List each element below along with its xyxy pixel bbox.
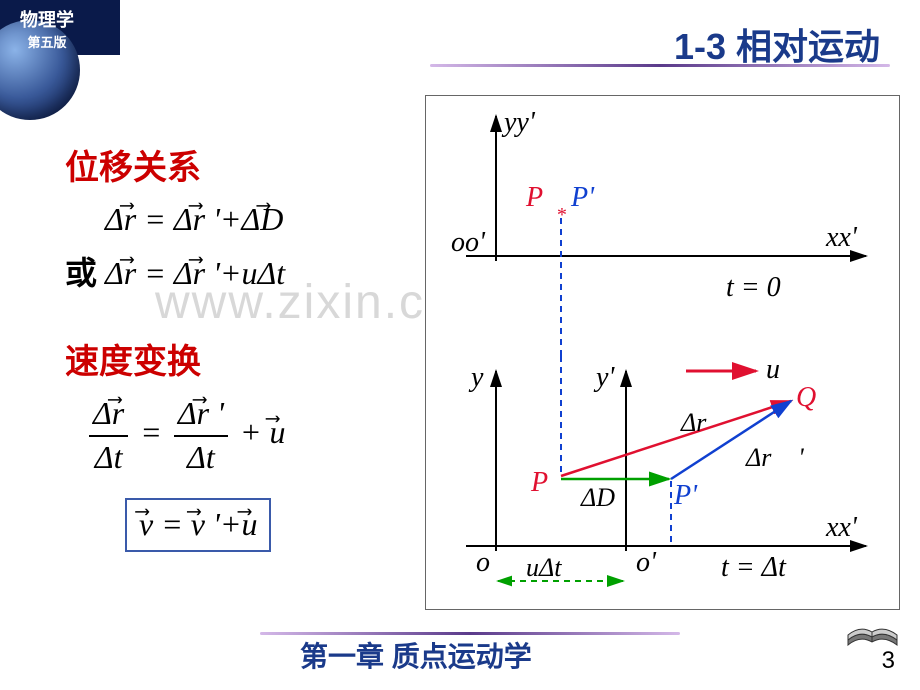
equation-4-boxed: v = v '+u	[125, 498, 271, 552]
bot-P: P	[530, 467, 548, 498]
drprime-label: Δr⃗ '	[745, 443, 804, 472]
t0-label: t = 0	[726, 272, 781, 303]
dr-label: Δr⃗	[680, 408, 727, 437]
top-frame: yy' xx' oo' * P P' t = 0	[451, 107, 866, 356]
bot-Q: Q	[796, 382, 816, 413]
velocity-title: 速度变换	[65, 334, 415, 383]
corner-text: 物理学 第五版	[20, 6, 74, 51]
bot-xx-label: xx'	[825, 512, 858, 543]
displacement-title: 位移关系	[65, 140, 415, 189]
equation-2: 或 Δr = Δr '+uΔt	[65, 253, 415, 295]
header-underline	[430, 64, 890, 67]
equation-3: Δr Δt = Δr ' Δt + u	[85, 393, 415, 478]
u-label: u⃗	[766, 354, 802, 385]
bot-y-label: y	[468, 362, 484, 393]
bot-Pprime: P'	[673, 480, 698, 511]
top-yy-label: yy'	[501, 107, 536, 138]
top-Pprime: P'	[570, 182, 595, 213]
equation-1: Δr = Δr '+ΔD	[105, 199, 415, 241]
footer-chapter: 第一章 质点运动学	[300, 635, 532, 675]
corner-sub: 第五版	[20, 32, 74, 51]
tdt-label: t = Δt	[721, 552, 787, 583]
udt-label: uΔt	[526, 553, 562, 582]
bot-yprime-label: y'	[593, 362, 615, 393]
header-title: 1-3 相对运动	[674, 18, 880, 70]
top-origin: oo'	[451, 227, 486, 258]
bot-origin: o	[476, 547, 490, 578]
top-P: P	[525, 182, 543, 213]
corner-decoration: 物理学 第五版	[0, 0, 120, 90]
left-content: 位移关系 Δr = Δr '+ΔD 或 Δr = Δr '+uΔt 速度变换 Δ…	[65, 140, 415, 564]
diagram-svg: yy' xx' oo' * P P' t = 0 y o y' o' xx'	[426, 96, 901, 611]
top-xx-label: xx'	[825, 222, 858, 253]
book-icon	[845, 605, 900, 650]
page-number: 3	[882, 647, 895, 675]
bottom-frame: y o y' o' xx' P P' Q u⃗ Δr⃗ Δr⃗ '	[466, 354, 866, 583]
diagram-container: yy' xx' oo' * P P' t = 0 y o y' o' xx'	[425, 95, 900, 610]
or-text: 或	[65, 255, 97, 291]
dD-label: ΔD⃗	[580, 483, 635, 512]
bot-oprime: o'	[636, 547, 657, 578]
corner-title: 物理学	[20, 6, 74, 32]
